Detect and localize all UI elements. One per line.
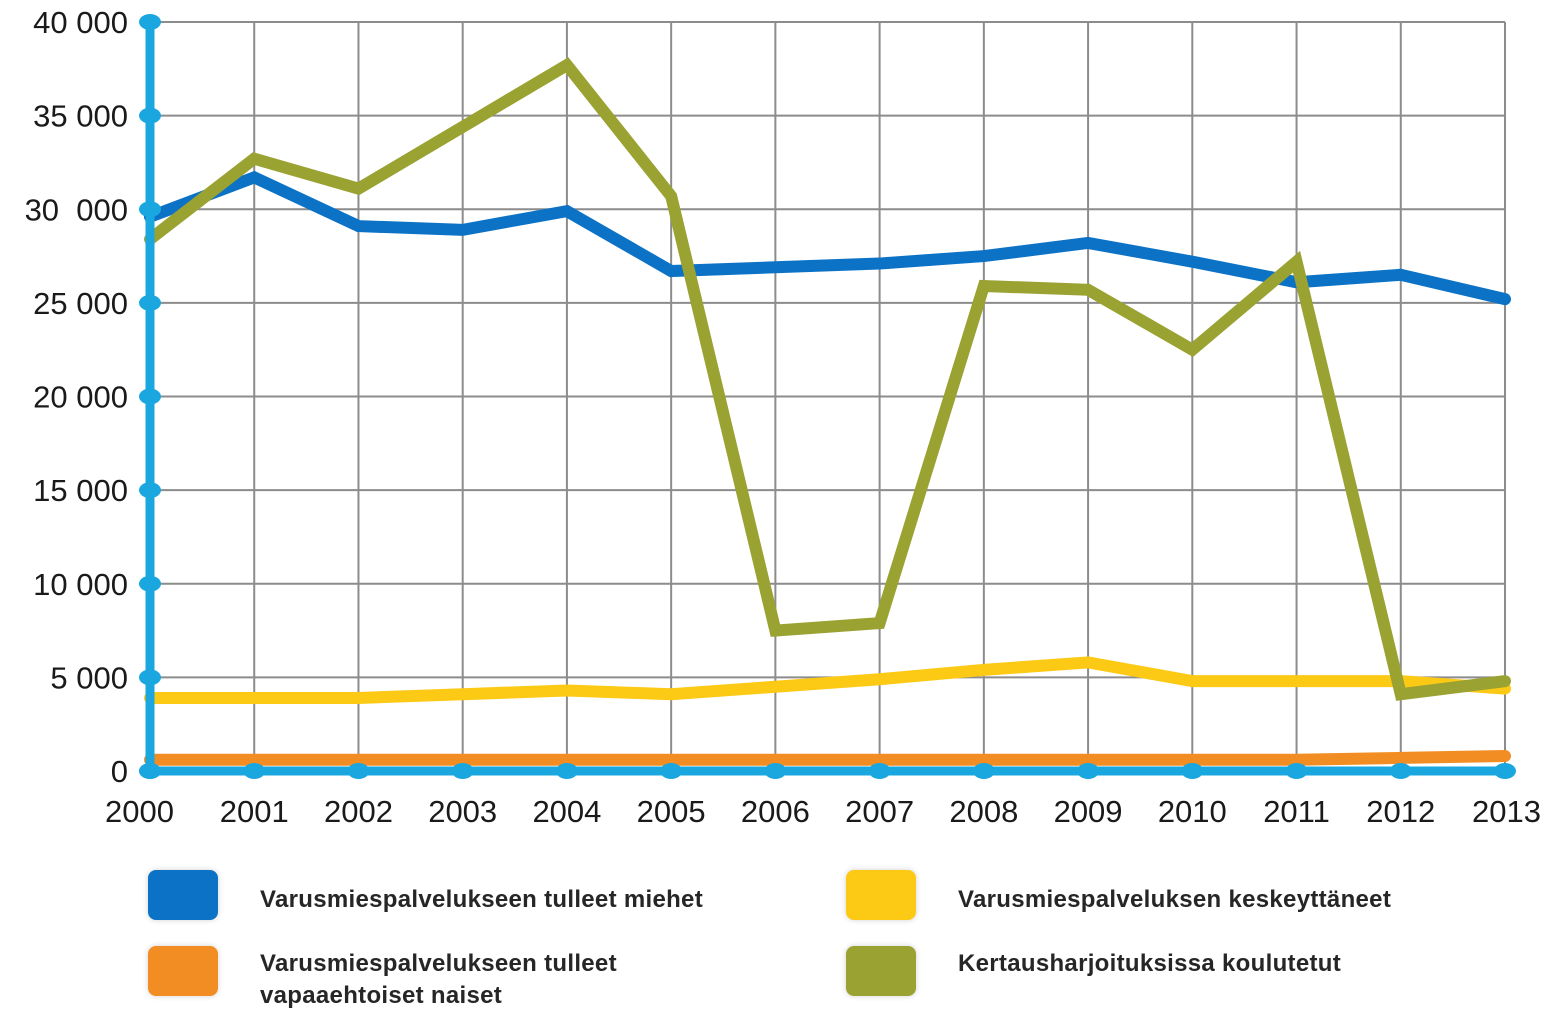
x-tick-label: 2003	[428, 794, 497, 829]
x-tick-label: 2004	[532, 794, 601, 829]
x-tick-label: 2011	[1263, 794, 1330, 829]
x-axis-tick-mark	[1389, 763, 1412, 779]
grid-lines	[150, 21, 1506, 771]
y-axis-tick-mark	[139, 669, 161, 686]
y-tick-label: 30 000	[25, 192, 128, 227]
x-axis-tick-mark	[868, 763, 891, 779]
x-axis-tick-mark	[1494, 763, 1516, 779]
x-tick-label: 2012	[1366, 794, 1435, 829]
x-axis-tick-mark	[243, 763, 266, 779]
y-tick-label: 5 000	[50, 660, 128, 695]
y-tick-label: 15 000	[33, 473, 128, 508]
x-axis-tick-mark	[139, 763, 161, 779]
y-axis-tick-mark	[139, 575, 161, 592]
x-axis-tick-mark	[451, 763, 474, 779]
x-axis-tick-mark	[1077, 763, 1100, 779]
x-tick-label: 2000	[105, 794, 174, 829]
x-axis-tick-mark	[1181, 763, 1204, 779]
y-axis-tick-mark	[139, 388, 161, 405]
y-axis-tick-mark	[139, 294, 161, 311]
y-tick-label: 25 000	[33, 286, 128, 321]
x-tick-label: 2005	[637, 794, 706, 829]
y-tick-label: 35 000	[33, 99, 128, 134]
x-tick-label: 2001	[220, 794, 289, 829]
series-line-3	[144, 57, 1511, 701]
x-tick-label: 2002	[324, 794, 393, 829]
series-line-1	[144, 656, 1511, 704]
x-tick-label: 2007	[845, 794, 914, 829]
y-tick-label: 0	[111, 754, 128, 789]
y-tick-label: 10 000	[33, 567, 128, 602]
x-axis-tick-mark	[764, 763, 787, 779]
y-tick-label: 40 000	[33, 5, 128, 40]
x-axis-tick-mark	[347, 763, 370, 779]
x-tick-label: 2006	[741, 794, 810, 829]
x-axis-tick-mark	[972, 763, 995, 779]
x-tick-label: 2013	[1472, 794, 1541, 829]
x-tick-label: 2008	[949, 794, 1018, 829]
y-axis-tick-mark	[139, 107, 161, 124]
x-tick-label: 2009	[1054, 794, 1123, 829]
series-lines	[144, 57, 1511, 766]
axes	[139, 14, 1516, 779]
y-axis-tick-mark	[139, 201, 161, 218]
tick-labels: 0 5 000 10 000 15 000 20 000 25 000 30 000 35 0…	[25, 5, 1541, 829]
x-tick-label: 2010	[1158, 794, 1227, 829]
y-axis-tick-mark	[139, 482, 161, 499]
x-axis-tick-mark	[1285, 763, 1308, 779]
y-tick-label: 20 000	[33, 380, 128, 415]
y-axis-tick-mark	[139, 14, 161, 30]
x-axis-tick-mark	[555, 763, 578, 779]
series-line-2	[144, 750, 1511, 766]
x-axis-tick-mark	[660, 763, 683, 779]
